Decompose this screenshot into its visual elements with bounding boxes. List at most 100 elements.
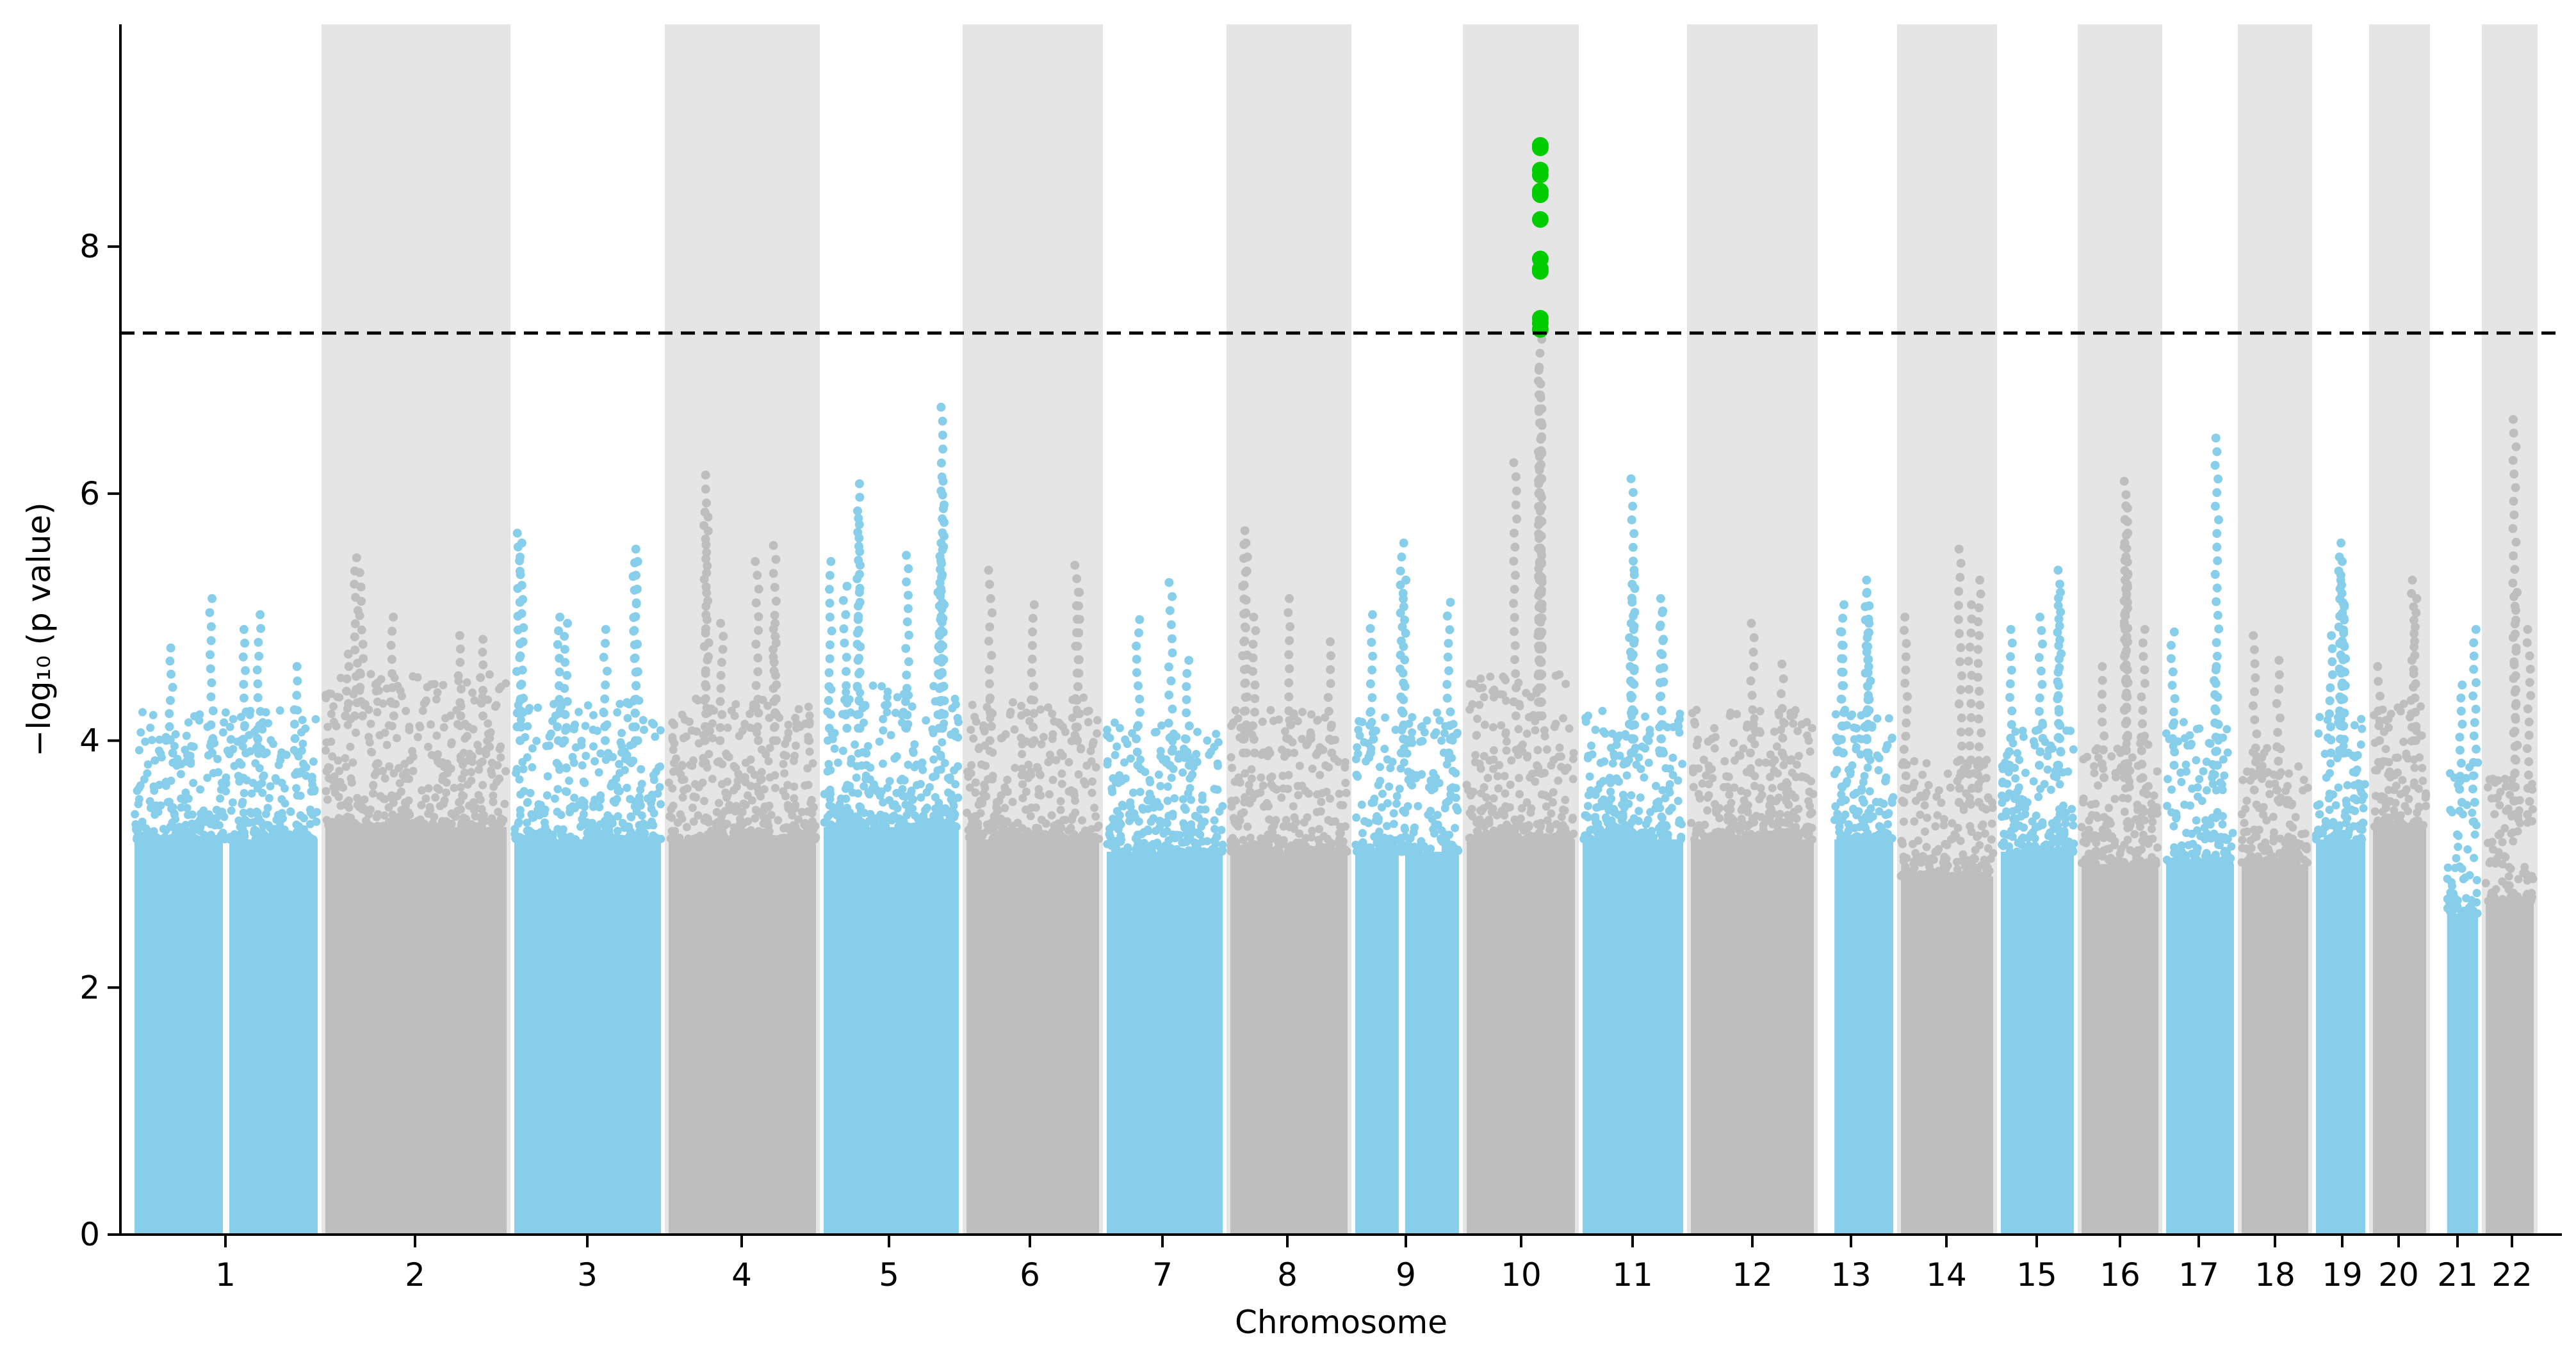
snp-peak-point — [1977, 728, 1986, 738]
snp-point — [1059, 816, 1068, 825]
snp-point — [1503, 737, 1511, 746]
snp-point — [623, 783, 632, 792]
snp-point — [1476, 764, 1485, 773]
snp-peak-point — [241, 707, 251, 717]
snp-point — [985, 747, 994, 756]
snp-peak-point — [854, 695, 864, 705]
snp-point — [1769, 809, 1778, 818]
snp-point — [545, 732, 554, 741]
snp-point — [1634, 807, 1643, 815]
snp-point — [1561, 766, 1570, 775]
snp-point — [945, 813, 954, 822]
snp-point — [712, 807, 721, 816]
snp-point — [1353, 749, 1362, 758]
snp-point — [1980, 829, 1989, 838]
snp-peak-point — [1863, 588, 1871, 597]
snp-point — [1984, 844, 1993, 853]
snp-peak-point — [1902, 639, 1911, 648]
snp-point — [372, 768, 381, 777]
snp-point — [1163, 797, 1172, 806]
snp-point — [691, 780, 699, 789]
snp-point — [501, 679, 510, 688]
snp-point — [935, 818, 944, 827]
snp-peak-point — [1365, 720, 1374, 730]
snp-point — [1489, 794, 1498, 803]
snp-peak-point — [477, 699, 486, 708]
snp-peak-point — [703, 561, 712, 571]
chromosome-6-point-mass — [966, 839, 1099, 1233]
snp-peak-point — [252, 665, 262, 675]
snp-point — [1754, 758, 1763, 767]
snp-peak-point — [841, 610, 851, 619]
snp-peak-point — [1366, 707, 1376, 717]
snp-peak-point — [854, 514, 863, 523]
snp-point — [442, 778, 451, 787]
snp-point — [238, 797, 247, 806]
snp-peak-point — [515, 567, 525, 576]
snp-point — [647, 799, 655, 807]
snp-peak-point — [904, 590, 913, 600]
snp-point — [1088, 777, 1096, 786]
snp-peak-point — [517, 679, 526, 689]
snp-point — [413, 673, 422, 682]
snp-point — [1787, 755, 1796, 764]
snp-point — [147, 736, 156, 745]
snp-peak-point — [1534, 366, 1544, 375]
snp-point — [1178, 768, 1187, 777]
snp-point — [1503, 820, 1511, 829]
snp-point — [523, 826, 532, 835]
snp-peak-point — [1659, 677, 1668, 686]
snp-peak-point — [984, 665, 994, 674]
snp-peak-point — [1973, 659, 1983, 668]
snp-point — [447, 820, 456, 828]
snp-peak-point — [1446, 597, 1455, 607]
snp-point — [591, 757, 599, 766]
snp-peak-point — [516, 553, 525, 562]
snp-peak-point — [1535, 698, 1545, 708]
snp-peak-point — [1399, 695, 1408, 704]
snp-point — [1341, 845, 1350, 854]
snp-point — [1414, 802, 1423, 811]
snp-peak-point — [1746, 748, 1755, 758]
snp-point — [1341, 779, 1350, 788]
snp-point — [1786, 712, 1795, 721]
snp-peak-point — [1956, 643, 1966, 653]
snp-point — [980, 780, 989, 789]
snp-point — [1431, 728, 1440, 737]
snp-point — [1376, 763, 1384, 772]
snp-peak-point — [1629, 565, 1639, 575]
snp-point — [701, 758, 710, 766]
snp-peak-point — [1626, 619, 1636, 628]
snp-peak-point — [1656, 594, 1665, 603]
snp-peak-point — [842, 724, 852, 733]
snp-point — [692, 727, 701, 736]
snp-point — [588, 834, 597, 843]
snp-point — [669, 801, 678, 810]
snp-point — [683, 784, 692, 793]
snp-point — [1533, 745, 1542, 754]
snp-point — [1517, 804, 1526, 813]
snp-point — [328, 819, 337, 828]
snp-point — [1884, 820, 1893, 829]
snp-peak-point — [716, 670, 726, 680]
snp-point — [1376, 777, 1385, 786]
snp-peak-point — [1627, 748, 1636, 758]
snp-point — [1622, 759, 1631, 768]
snp-peak-point — [1240, 622, 1250, 632]
snp-point — [210, 821, 219, 830]
snp-peak-point — [1132, 734, 1141, 743]
snp-peak-point — [1369, 734, 1378, 744]
snp-point — [671, 834, 680, 843]
snp-point — [1743, 807, 1752, 816]
snp-peak-point — [1442, 693, 1452, 703]
snp-peak-point — [701, 628, 710, 638]
snp-point — [1170, 794, 1179, 803]
snp-point — [274, 761, 283, 770]
snp-point — [843, 781, 852, 790]
snp-point — [792, 719, 801, 728]
snp-peak-point — [1626, 647, 1635, 657]
snp-point — [1229, 718, 1238, 727]
snp-point — [1729, 738, 1738, 747]
snp-point — [1082, 707, 1091, 716]
snp-point — [1660, 825, 1668, 833]
